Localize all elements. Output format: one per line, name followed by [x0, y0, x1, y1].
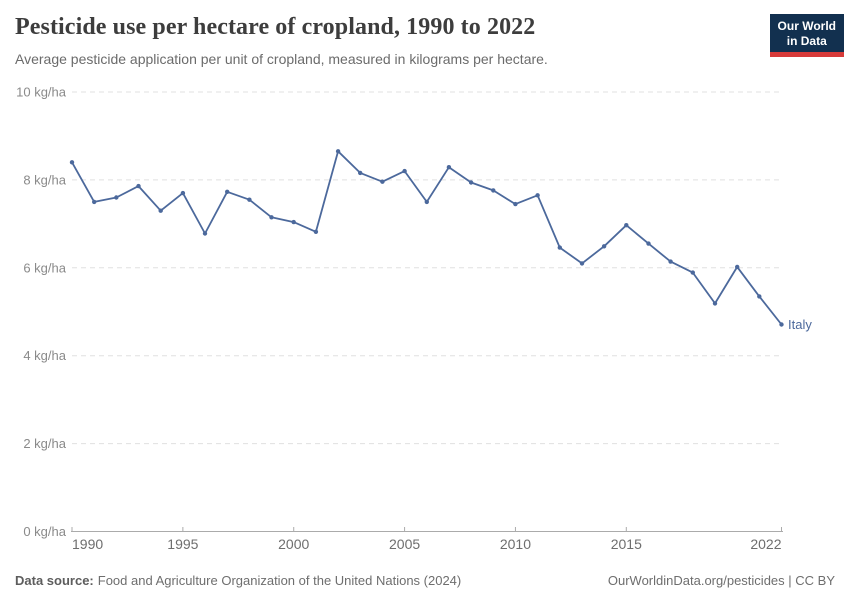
x-tick-label: 2015: [611, 536, 642, 552]
data-point: [180, 190, 186, 196]
owid-logo-line1: Our World: [777, 19, 836, 33]
data-point: [114, 195, 119, 200]
data-point: [690, 270, 695, 275]
y-tick-label: 4 kg/ha: [23, 348, 66, 363]
data-point: [446, 165, 452, 170]
x-tick-label: 2010: [500, 536, 531, 552]
y-tick-label: 0 kg/ha: [23, 524, 66, 539]
owid-logo-line2: in Data: [786, 33, 827, 48]
data-point: [535, 193, 540, 198]
data-point: [291, 219, 296, 225]
data-source: Data source: Food and Agriculture Organiz…: [15, 573, 461, 588]
y-tick-label: 10 kg/ha: [16, 85, 67, 100]
data-point: [225, 189, 230, 194]
y-tick-label: 6 kg/ha: [23, 260, 66, 275]
data-point: [557, 245, 562, 250]
data-point: [313, 229, 319, 234]
data-point: [358, 170, 363, 176]
chart-title: Pesticide use per hectare of cropland, 1…: [15, 14, 536, 40]
data-point: [380, 179, 385, 184]
data-point: [624, 223, 629, 228]
data-point: [646, 241, 651, 246]
x-tick-label: 2022: [750, 536, 781, 552]
data-point: [468, 180, 474, 185]
data-point: [757, 294, 762, 299]
data-point: [247, 197, 252, 202]
data-point: [269, 215, 274, 220]
series-end-label: Italy: [788, 317, 812, 332]
data-point: [402, 168, 407, 174]
data-point: [668, 259, 673, 264]
data-point: [513, 201, 518, 207]
data-point: [202, 231, 208, 236]
data-point: [136, 183, 141, 189]
x-tick-label: 2000: [278, 536, 309, 552]
data-point: [491, 188, 496, 193]
data-point: [712, 301, 718, 306]
data-point: [424, 199, 429, 205]
chart-subtitle: Average pesticide application per unit o…: [15, 51, 548, 67]
data-point: [158, 208, 163, 213]
y-tick-label: 8 kg/ha: [23, 172, 66, 187]
data-point: [579, 261, 585, 266]
data-point: [69, 160, 75, 165]
data-point: [779, 322, 784, 327]
data-point: [335, 149, 341, 154]
data-source-label: Data source:: [15, 573, 94, 588]
data-point: [735, 264, 740, 270]
x-tick-label: 2005: [389, 536, 420, 552]
data-source-text: Food and Agriculture Organization of the…: [97, 573, 462, 588]
owid-logo[interactable]: Our World in Data: [769, 14, 844, 58]
data-point: [92, 199, 97, 205]
chart-footer: Data source: Food and Agriculture Organiz…: [15, 573, 835, 588]
footer-link[interactable]: OurWorldinData.org/pesticides | CC BY: [607, 573, 835, 588]
data-line: [71, 150, 783, 326]
x-tick-label: 1995: [167, 536, 198, 552]
x-tick-label: 1990: [72, 536, 103, 552]
data-point: [601, 244, 607, 249]
y-tick-label: 2 kg/ha: [23, 436, 66, 451]
